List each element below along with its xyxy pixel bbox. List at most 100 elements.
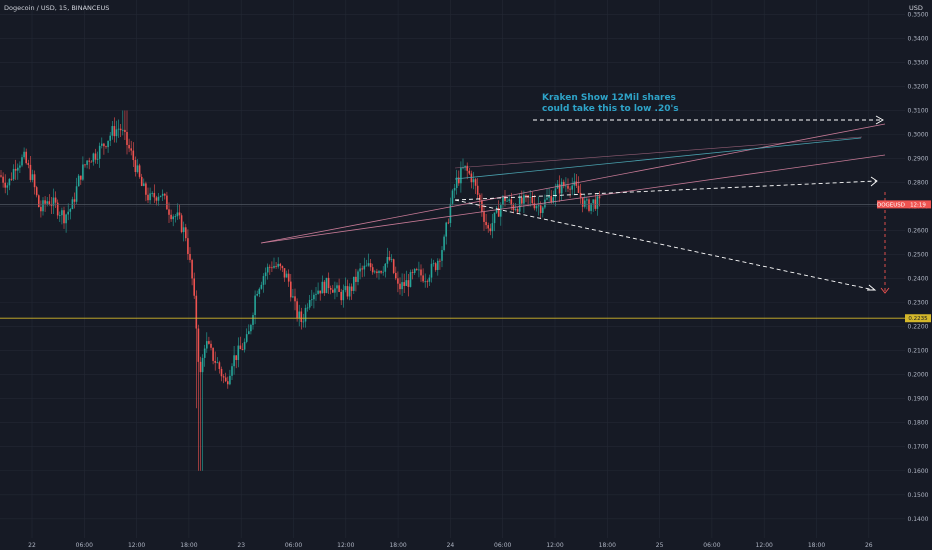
candle-body (283, 268, 286, 278)
candle-body (80, 175, 82, 180)
channel-lower-line (260, 154, 886, 244)
x-tick-label: 06:00 (703, 542, 720, 549)
candle-body (178, 212, 181, 216)
currency-label: USD (909, 4, 923, 12)
candle-body (516, 209, 519, 212)
candle-body (460, 167, 462, 184)
candle-body (31, 174, 34, 180)
candle-body (176, 212, 179, 217)
candle-body (88, 160, 90, 162)
candle-body (458, 177, 460, 184)
candle-body (344, 286, 347, 291)
candle-body (548, 195, 550, 198)
candle-body (306, 307, 309, 309)
y-tick-label: 0.1800 (908, 420, 929, 427)
countdown-tag (905, 200, 931, 209)
candle-body (569, 188, 571, 190)
candle-body (239, 345, 242, 350)
y-tick-label: 0.2900 (908, 156, 929, 163)
candle-body (367, 263, 370, 266)
candle-body (334, 288, 336, 293)
candle-body (130, 148, 132, 151)
candle-body (117, 128, 120, 130)
candle-body (115, 129, 118, 137)
candle-body (409, 272, 412, 287)
candle-body (376, 271, 378, 274)
candle-body (428, 277, 431, 282)
candle-body (338, 285, 340, 292)
candle-body (474, 179, 477, 186)
candle-body (506, 200, 508, 202)
candle-body (302, 321, 305, 323)
candle-body (382, 271, 384, 273)
candle-body (126, 132, 128, 145)
candle-body (361, 268, 363, 270)
channel-mid-line (454, 137, 862, 180)
y-tick-label: 0.3100 (908, 107, 929, 114)
candle-body (90, 161, 93, 163)
candle-body (166, 195, 168, 210)
y-tick-label: 0.2300 (908, 300, 929, 307)
candle-body (546, 197, 548, 200)
candle-body (502, 195, 504, 206)
candle-body (468, 170, 471, 174)
candle-body (254, 295, 256, 316)
candle-body (588, 199, 590, 211)
candle-body (332, 289, 334, 293)
candle-body (294, 296, 296, 302)
candle-body (170, 214, 172, 220)
candle-body (134, 160, 137, 173)
candle-body (563, 181, 565, 187)
candle-body (380, 271, 382, 273)
candle-body (592, 199, 594, 204)
candle-body (434, 263, 437, 270)
candle-body (29, 164, 32, 180)
candle-body (248, 331, 250, 335)
x-tick-label: 12:00 (337, 542, 354, 549)
candle-body (565, 185, 567, 187)
candle-body (201, 357, 204, 373)
candle-body (243, 341, 246, 350)
candle-body (388, 256, 391, 260)
candle-body (575, 181, 578, 186)
y-tick-label: 0.1500 (908, 492, 929, 499)
candle-body (533, 203, 536, 209)
candle-body (407, 280, 410, 287)
candle-body (405, 280, 408, 286)
candle-body (281, 266, 284, 269)
candle-body (182, 227, 185, 233)
candle-body (441, 250, 443, 261)
candle-body (443, 236, 445, 251)
candle-body (476, 185, 479, 195)
symbol-tag-label: DOGEUSD (877, 202, 905, 208)
candle-body (109, 135, 111, 141)
candle-body (250, 324, 252, 332)
candle-body (348, 286, 351, 297)
candle-body (298, 311, 300, 318)
candle-body (577, 185, 580, 193)
candle-body (132, 150, 135, 161)
candle-body (189, 253, 191, 261)
candle-body (363, 265, 366, 270)
candle-body (65, 214, 67, 224)
candle-body (140, 176, 143, 186)
y-tick-label: 0.3500 (908, 11, 929, 18)
candle-body (479, 194, 481, 201)
chart-header: Dogecoin / USD, 15, BINANCEUS (4, 4, 109, 12)
y-tick-label: 0.2500 (908, 252, 929, 259)
arrow-head-top (875, 115, 884, 125)
time-axis-panel (0, 538, 932, 550)
candle-body (145, 183, 147, 195)
candle-body (277, 263, 279, 267)
y-tick-label: 0.1900 (908, 396, 929, 403)
candle-body (229, 375, 231, 385)
candle-body (210, 343, 212, 348)
dashed-arrow-mid (454, 180, 877, 201)
candle-body (447, 222, 450, 224)
candle-body (266, 266, 269, 273)
candle-body (491, 223, 494, 232)
candle-body (432, 263, 435, 265)
candle-body (422, 275, 424, 282)
candle-body (323, 281, 326, 294)
